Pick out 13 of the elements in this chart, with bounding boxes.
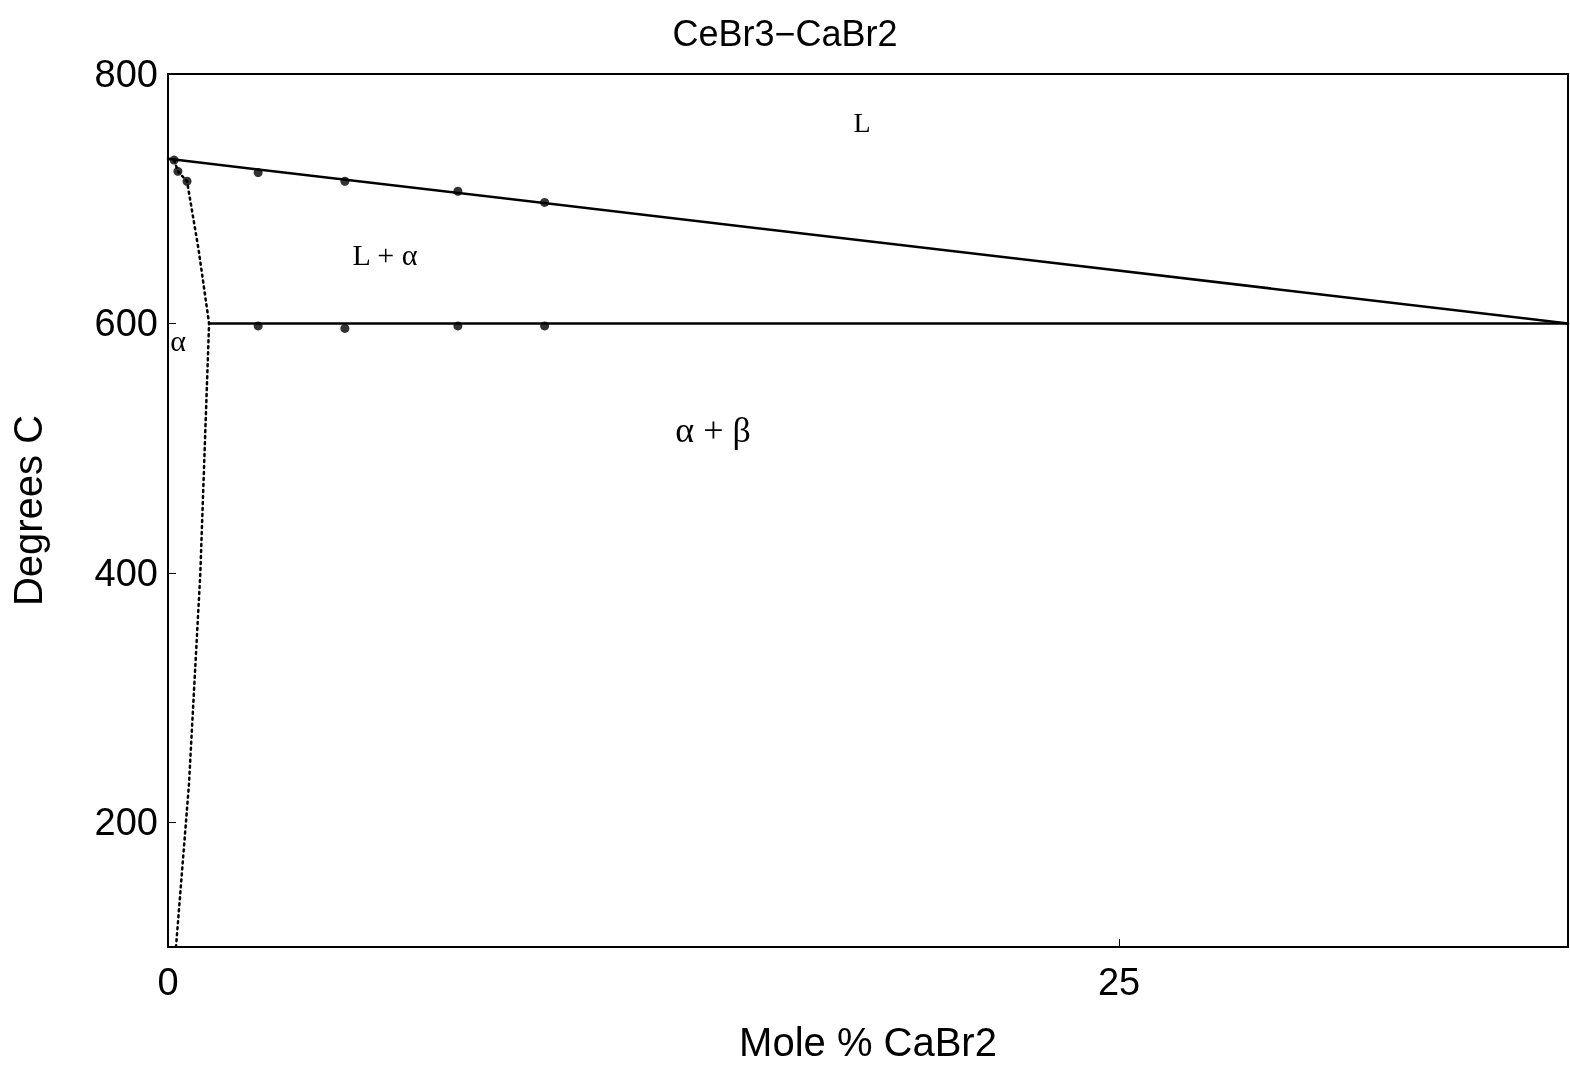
chart-title: CeBr3−CaBr2 — [672, 12, 898, 54]
annotation: L + α — [352, 237, 418, 271]
y-tick-label: 600 — [94, 302, 158, 345]
annotation: α — [170, 323, 187, 357]
annotation: L — [853, 106, 871, 138]
annotation: α + β — [675, 410, 751, 450]
x-tick-label: 25 — [1097, 961, 1141, 1003]
x-axis-title: Mole % CaBr2 — [739, 1020, 997, 1064]
y-axis-title: Degrees C — [6, 414, 50, 607]
y-tick-label: 400 — [94, 551, 158, 594]
y-tick-label: 200 — [94, 801, 158, 844]
x-tick-label: 0 — [157, 961, 179, 1003]
y-tick-label: 800 — [94, 53, 158, 95]
